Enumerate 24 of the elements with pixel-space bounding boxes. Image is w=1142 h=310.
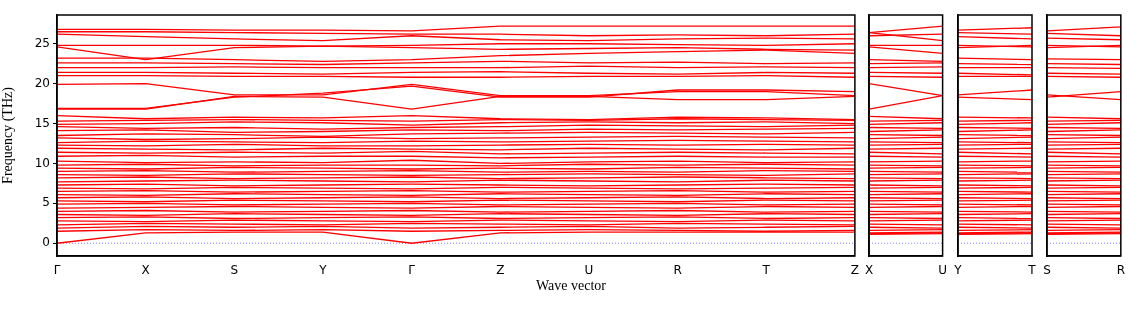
x-tick-label: Y bbox=[318, 263, 328, 278]
x-tick-label: Y bbox=[953, 263, 963, 278]
x-axis-title: Wave vector bbox=[535, 278, 607, 294]
x-tick-label: S bbox=[230, 263, 239, 278]
y-tick-label: 10 bbox=[34, 155, 50, 170]
x-tick-label: Γ bbox=[53, 263, 61, 278]
x-tick-label: T bbox=[761, 263, 771, 278]
x-tick-label: R bbox=[1116, 263, 1125, 278]
x-tick-label: U bbox=[938, 263, 948, 278]
x-tick-label: T bbox=[1027, 263, 1037, 278]
x-tick-label: Z bbox=[850, 263, 860, 278]
x-tick-label: Z bbox=[496, 263, 505, 278]
x-tick-label: X bbox=[141, 263, 150, 278]
y-axis-title: Frequency (THz) bbox=[0, 86, 17, 184]
x-tick-label: Γ bbox=[408, 263, 416, 278]
x-tick-label: X bbox=[864, 263, 874, 278]
y-tick-label: 20 bbox=[34, 75, 50, 90]
y-tick-label: 25 bbox=[34, 35, 50, 50]
x-tick-label: U bbox=[584, 263, 594, 278]
x-tick-label: S bbox=[1043, 263, 1051, 278]
y-tick-label: 15 bbox=[34, 115, 50, 130]
x-tick-label: R bbox=[673, 263, 682, 278]
y-tick-label: 0 bbox=[42, 235, 50, 250]
y-tick-label: 5 bbox=[42, 195, 50, 210]
